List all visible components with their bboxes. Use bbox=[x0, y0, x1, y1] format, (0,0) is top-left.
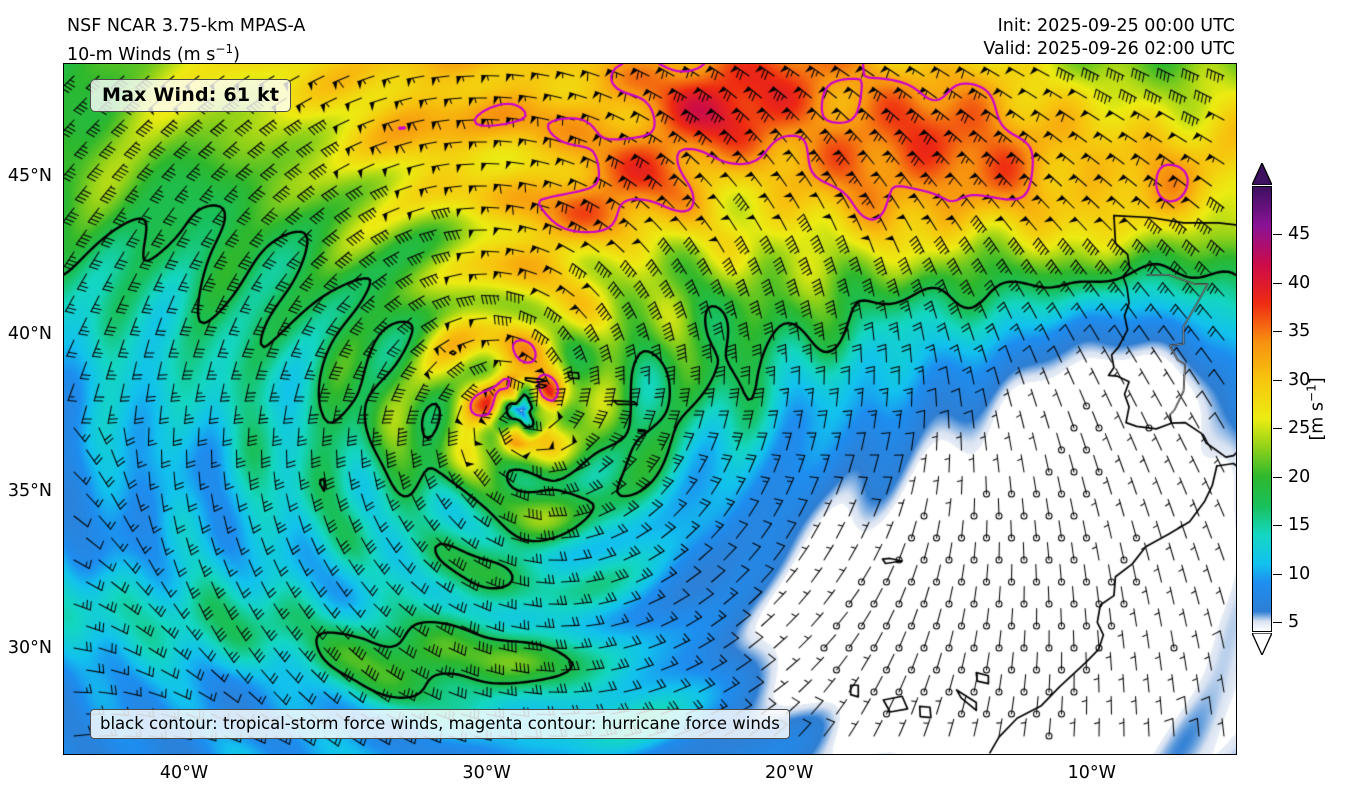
colorbar-tick-label: 25 bbox=[1288, 418, 1311, 439]
model-title: NSF NCAR 3.75-km MPAS-A bbox=[67, 16, 306, 36]
valid-time: Valid: 2025-09-26 02:00 UTC bbox=[983, 39, 1235, 59]
colorbar-unit-pre: [m s bbox=[1307, 401, 1328, 441]
y-axis-tick-label: 30°N bbox=[7, 638, 52, 659]
colorbar-tick bbox=[1273, 331, 1282, 333]
colorbar-tick-label: 5 bbox=[1288, 612, 1300, 633]
x-axis-tick-label: 40°W bbox=[159, 763, 209, 783]
contour-legend-caption: black contour: tropical-storm force wind… bbox=[90, 709, 790, 739]
map-plot-area[interactable]: Max Wind: 61 kt black contour: tropical-… bbox=[63, 63, 1237, 755]
colorbar-max-extend-arrow bbox=[1252, 163, 1272, 185]
colorbar-tick bbox=[1273, 379, 1282, 381]
colorbar-tick bbox=[1273, 282, 1282, 284]
max-wind-badge: Max Wind: 61 kt bbox=[90, 79, 292, 112]
colorbar-tick-label: 45 bbox=[1288, 224, 1311, 245]
x-axis-tick-label: 30°W bbox=[462, 763, 511, 783]
field-title-pre: 10-m Winds (m s bbox=[67, 44, 216, 65]
colorbar-tick bbox=[1273, 428, 1282, 430]
field-title-post: ) bbox=[233, 44, 240, 65]
colorbar-unit-exponent: −1 bbox=[1304, 384, 1319, 402]
colorbar-unit-label: [m s−1] bbox=[1305, 377, 1328, 440]
y-axis-tick-label: 40°N bbox=[7, 323, 52, 344]
colorbar-tick-label: 20 bbox=[1288, 466, 1311, 487]
colorbar-tick-label: 30 bbox=[1288, 369, 1311, 390]
colorbar-tick-label: 35 bbox=[1288, 321, 1311, 342]
colorbar-tick bbox=[1273, 476, 1282, 478]
colorbar-tick bbox=[1273, 622, 1282, 624]
init-time: Init: 2025-09-25 00:00 UTC bbox=[997, 16, 1235, 36]
x-axis-tick-label: 20°W bbox=[765, 763, 814, 783]
y-axis-tick-label: 45°N bbox=[7, 166, 52, 187]
colorbar-tick-label: 40 bbox=[1288, 272, 1311, 293]
colorbar-tick bbox=[1273, 234, 1282, 236]
colorbar-tick bbox=[1273, 573, 1282, 575]
field-title-exponent: −1 bbox=[215, 42, 234, 56]
colorbar-min-extend-arrow bbox=[1252, 633, 1272, 655]
colorbar-tick-label: 15 bbox=[1288, 515, 1311, 536]
x-axis-tick-label: 10°W bbox=[1067, 763, 1116, 783]
wind-barbs-and-contours-canvas bbox=[64, 64, 1236, 754]
colorbar-gradient bbox=[1252, 186, 1272, 632]
header-left: NSF NCAR 3.75-km MPAS-A 10-m Winds (m s−1… bbox=[67, 15, 305, 67]
header-right: Init: 2025-09-25 00:00 UTC Valid: 2025-09… bbox=[983, 15, 1235, 61]
colorbar-unit-post: ] bbox=[1307, 377, 1328, 385]
colorbar-tick bbox=[1273, 525, 1282, 527]
map-canvas-wrap bbox=[64, 64, 1236, 754]
colorbar: 5 10 15 20 25 30 35 40 45 bbox=[1252, 163, 1310, 655]
y-axis-tick-label: 35°N bbox=[7, 480, 52, 501]
colorbar-tick-label: 10 bbox=[1288, 563, 1311, 584]
